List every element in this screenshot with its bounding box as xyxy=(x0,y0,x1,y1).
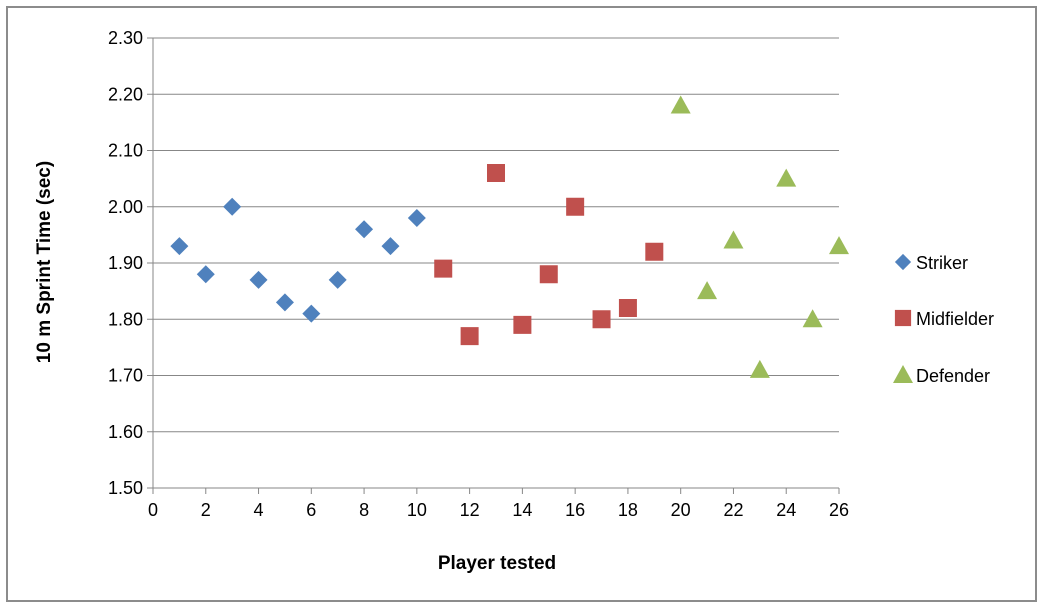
defender-point xyxy=(723,230,744,249)
defender-point xyxy=(829,236,849,255)
striker-legend-marker xyxy=(894,253,912,271)
defender-point xyxy=(776,168,797,187)
x-tick-label: 22 xyxy=(723,500,743,520)
midfielder-point xyxy=(434,259,453,278)
y-tick-label: 2.10 xyxy=(108,141,143,161)
midfielder-point xyxy=(460,327,479,346)
striker-point xyxy=(249,270,268,289)
x-tick-label: 2 xyxy=(201,500,211,520)
midfielder-point xyxy=(592,310,611,329)
striker-point xyxy=(407,209,426,227)
defender-point xyxy=(697,281,718,300)
striker-point xyxy=(196,265,215,284)
striker-point xyxy=(275,293,294,312)
x-tick-label: 16 xyxy=(565,500,585,520)
y-tick-label: 1.90 xyxy=(108,253,143,273)
data-points xyxy=(170,95,849,378)
striker-point xyxy=(170,237,189,256)
x-axis-title: Player tested xyxy=(438,553,556,574)
defender-point xyxy=(749,359,770,378)
x-tick-label: 14 xyxy=(512,500,532,520)
legend-label: Defender xyxy=(916,366,990,386)
gridlines xyxy=(153,37,839,433)
y-tick-label: 2.20 xyxy=(108,84,143,104)
midfielder-point xyxy=(513,315,532,334)
x-tick-label: 26 xyxy=(829,500,849,520)
x-tick-labels: 0 2 4 6 8 10 12 14 16 18 20 22 24 26 xyxy=(148,500,849,520)
striker-point xyxy=(223,197,242,216)
x-tick-label: 10 xyxy=(407,500,427,520)
y-tick-label: 1.50 xyxy=(108,478,143,498)
midfielder-legend-marker xyxy=(894,309,912,327)
y-tick-label: 2.30 xyxy=(108,28,143,48)
y-tick-label: 2.00 xyxy=(108,197,143,217)
legend-label: Striker xyxy=(916,253,968,273)
x-tick-label: 20 xyxy=(671,500,691,520)
axes xyxy=(147,37,840,494)
striker-point xyxy=(355,220,374,239)
x-tick-label: 0 xyxy=(148,500,158,520)
striker-point xyxy=(381,237,400,256)
x-tick-label: 18 xyxy=(618,500,638,520)
x-tick-label: 4 xyxy=(254,500,264,520)
legend: Striker Midfielder Defender xyxy=(893,253,994,386)
striker-point xyxy=(328,270,347,289)
x-tick-label: 8 xyxy=(359,500,369,520)
midfielder-point xyxy=(487,164,505,182)
defender-point xyxy=(670,95,691,114)
x-tick-label: 12 xyxy=(460,500,480,520)
midfielder-point xyxy=(539,265,558,284)
defender-legend-marker xyxy=(893,365,913,383)
y-tick-label: 1.70 xyxy=(108,366,143,386)
y-tick-label: 1.80 xyxy=(108,309,143,329)
legend-label: Midfielder xyxy=(916,309,994,329)
y-tick-label: 1.60 xyxy=(108,422,143,442)
x-tick-label: 6 xyxy=(306,500,316,520)
chart-frame xyxy=(6,6,1037,602)
midfielder-point xyxy=(618,299,637,317)
striker-point xyxy=(302,304,321,323)
y-tick-labels: 1.50 1.60 1.70 1.80 1.90 2.00 2.10 2.20 2.30 xyxy=(108,28,143,498)
midfielder-point xyxy=(566,197,585,216)
defender-point xyxy=(802,309,823,328)
midfielder-point xyxy=(645,242,664,261)
x-tick-label: 24 xyxy=(776,500,796,520)
y-axis-title: 10 m Sprint Time (sec) xyxy=(34,161,55,363)
